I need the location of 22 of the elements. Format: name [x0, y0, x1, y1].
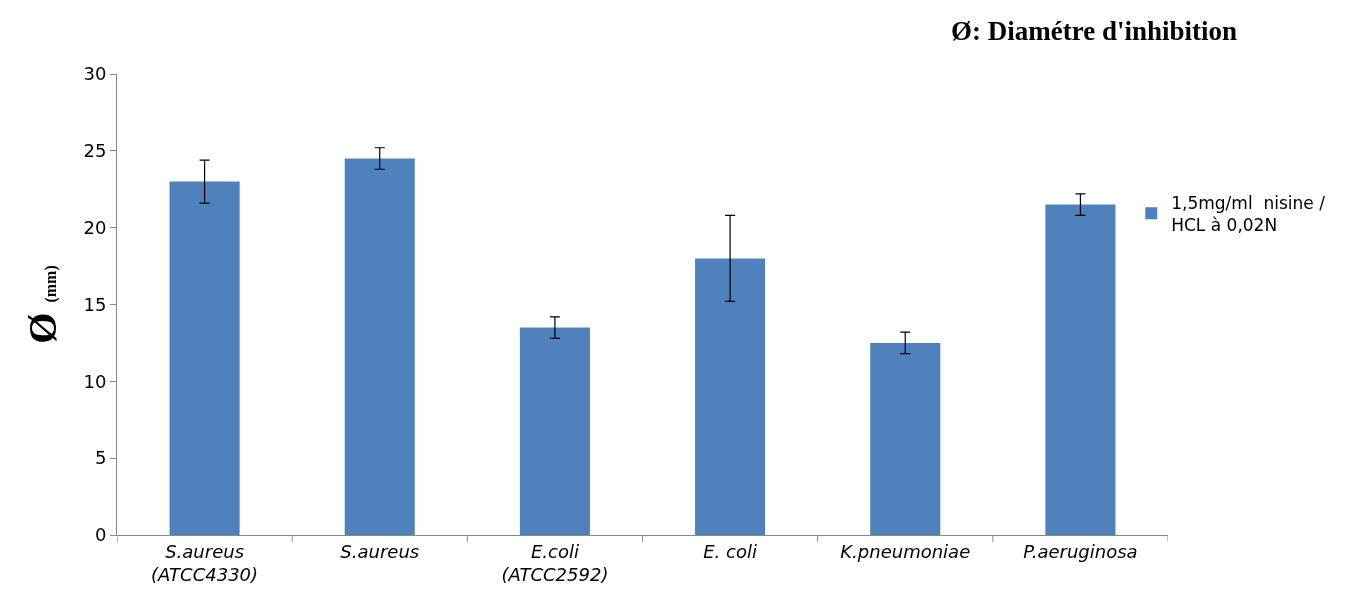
bar [695, 258, 766, 535]
y-tick-label: 15 [83, 293, 107, 315]
y-axis-title: Ø (mm) [20, 265, 66, 344]
x-tick-label: S.aureus (ATCC4330) [151, 540, 259, 585]
legend-label: 1,5mg/ml nisine / HCL à 0,02N [1171, 192, 1326, 235]
y-tick-label: 30 [83, 63, 107, 85]
y-tick-label: 20 [83, 216, 107, 238]
bar [519, 327, 590, 535]
chart-title: Ø: Diamétre d'inhibition [951, 16, 1238, 47]
y-tick-label: 25 [83, 140, 107, 162]
y-tick-label: 10 [83, 370, 107, 392]
x-tick-label: S.aureus [340, 540, 420, 562]
x-tick-label: P.aeruginosa [1023, 540, 1138, 562]
bar [169, 181, 240, 535]
x-tick-label: E. coli [703, 540, 757, 562]
y-tick-label: 0 [94, 524, 107, 546]
bar [1045, 204, 1116, 535]
x-tick-label: E.coli (ATCC2592) [501, 540, 609, 585]
bar [344, 158, 415, 535]
bar [870, 342, 941, 535]
y-tick-label: 5 [94, 447, 107, 469]
x-tick-label: K.pneumoniae [840, 540, 971, 562]
